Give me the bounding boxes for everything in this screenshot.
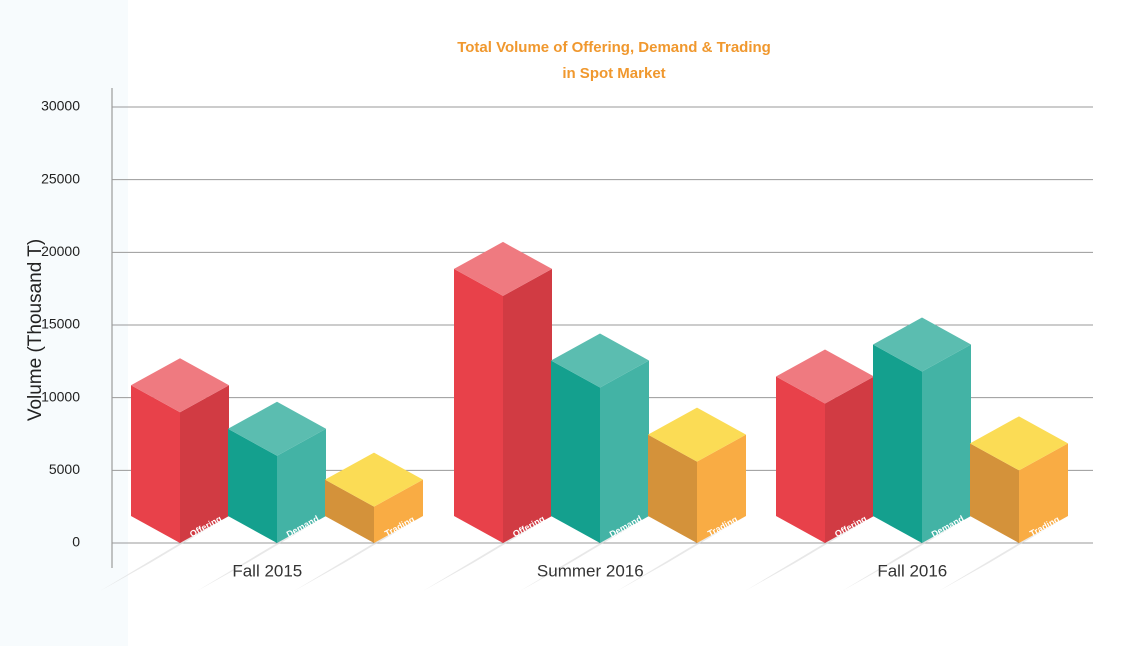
bar-right-face [503,268,552,543]
bar-right-face [600,360,649,543]
bar-right-face [180,385,229,543]
bar-shadow [294,516,423,591]
y-tick-label: 0 [72,534,80,550]
bar-right-face [697,434,746,543]
background-strip [0,0,128,646]
y-tick-label: 30000 [41,98,80,114]
y-axis-label: Volume (Thousand T) [25,239,46,421]
chart-title: in Spot Market [562,65,665,82]
bar [520,333,649,591]
bar-top-face [551,333,649,388]
y-tick-label: 25000 [41,170,80,186]
bar-right-face [277,428,326,543]
bar-right-face [922,344,971,543]
bar-left-face [648,434,697,543]
bar-left-face [776,376,825,543]
x-tick-label: Summer 2016 [537,561,644,580]
bar-shadow [100,516,229,591]
x-tick-label: Fall 2016 [877,561,947,580]
bar-shadow [939,516,1068,591]
bar-left-face [325,479,374,543]
bar-shadow [423,516,552,591]
bar-shadow [520,516,649,591]
bar-top-face [131,358,229,413]
bar-left-face [131,385,180,543]
bar-right-face [825,376,874,543]
y-tick-label: 20000 [41,243,80,259]
y-tick-label: 5000 [49,461,80,477]
bar-right-face [1019,443,1068,543]
bar-left-face [454,268,503,543]
bar [294,452,423,591]
bar-top-face [454,241,552,296]
bar-top-face [325,452,423,507]
x-tick-label: Fall 2015 [232,561,302,580]
bar-shadow [197,516,326,591]
bar [617,407,746,591]
chart-title: Total Volume of Offering, Demand & Tradi… [457,39,771,56]
bar-top-face [873,317,971,372]
bar [842,317,971,591]
bar-right-face [374,479,423,543]
bar-left-face [873,344,922,543]
bar [423,241,552,591]
bar-left-face [551,360,600,543]
bar-shadow [842,516,971,591]
bar [745,349,874,591]
bar-left-face [228,428,277,543]
bar [939,416,1068,591]
bar-top-face [648,407,746,462]
bar-top-face [228,401,326,456]
bar-shadow [745,516,874,591]
y-tick-label: 10000 [41,388,80,404]
bar [100,358,229,591]
y-tick-label: 15000 [41,316,80,332]
bar-shadow [617,516,746,591]
bar [197,401,326,591]
bar-top-face [970,416,1068,471]
bar-left-face [970,443,1019,543]
bar-top-face [776,349,874,404]
